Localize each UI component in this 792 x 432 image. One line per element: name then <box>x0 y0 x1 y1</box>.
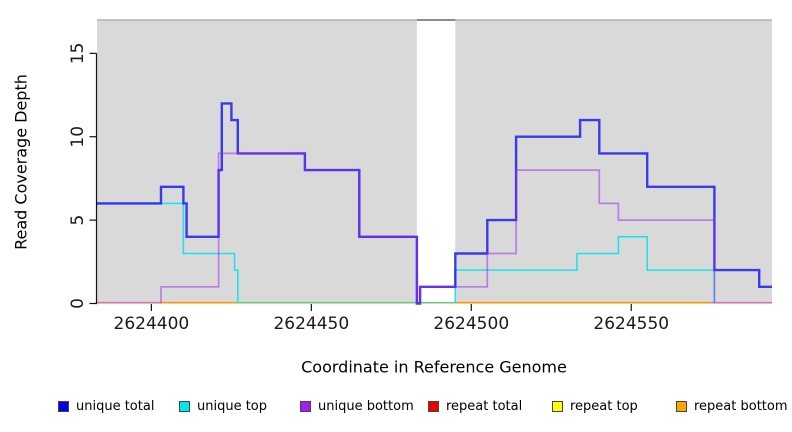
legend-swatch-repeat-bottom <box>676 400 687 412</box>
y-axis-title: Read Coverage Depth <box>11 74 31 250</box>
legend-item-repeat-total: repeat total <box>428 398 522 414</box>
legend-swatch-unique-top <box>179 400 190 412</box>
legend-swatch-repeat-top <box>552 400 563 412</box>
legend-label-repeat-total: repeat total <box>446 398 523 414</box>
x-axis-title: Coordinate in Reference Genome <box>301 357 567 377</box>
x-tick-label: 2624450 <box>273 314 349 334</box>
y-tick-label: 15 <box>68 43 88 65</box>
legend-label-unique-bottom: unique bottom <box>318 398 414 414</box>
legend-label-unique-top: unique top <box>197 398 268 414</box>
x-tick-label: 2624400 <box>114 314 190 334</box>
series-line-unique-bottom <box>160 152 716 305</box>
x-tick-label: 2624550 <box>593 314 669 334</box>
x-tick-label: 2624500 <box>433 314 509 334</box>
legend-item-unique-total: unique total <box>58 398 154 414</box>
legend-label-unique-total: unique total <box>76 398 155 414</box>
legend-item-repeat-top: repeat top <box>552 398 638 414</box>
y-tick-label: 0 <box>68 298 88 309</box>
legend-label-repeat-bottom: repeat bottom <box>694 398 788 414</box>
legend-item-repeat-bottom: repeat bottom <box>676 398 788 414</box>
legend-swatch-repeat-total <box>428 400 439 412</box>
y-tick-label: 5 <box>68 215 88 226</box>
legend-item-unique-top: unique top <box>179 398 267 414</box>
legend-item-unique-bottom: unique bottom <box>300 398 414 414</box>
gap-band <box>416 19 456 305</box>
y-tick-label: 10 <box>68 126 88 148</box>
legend-label-repeat-top: repeat top <box>570 398 638 414</box>
legend-swatch-unique-total <box>58 400 69 412</box>
legend: unique total unique top unique bottom re… <box>0 398 792 418</box>
legend-swatch-unique-bottom <box>300 400 311 412</box>
